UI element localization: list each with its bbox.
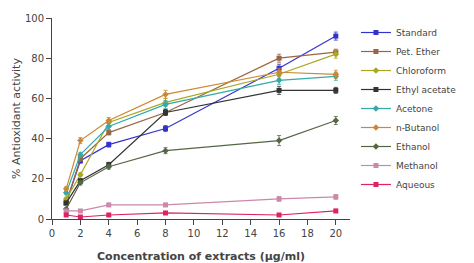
svg-text:100: 100 [25, 13, 44, 24]
svg-text:Concentration of extracts (μg/: Concentration of extracts (μg/ml) [97, 250, 305, 263]
svg-text:20: 20 [329, 228, 342, 239]
svg-text:20: 20 [31, 173, 44, 184]
svg-text:Ethanol: Ethanol [396, 142, 430, 152]
svg-text:0: 0 [49, 228, 55, 239]
svg-text:16: 16 [273, 228, 286, 239]
svg-text:8: 8 [162, 228, 168, 239]
svg-text:12: 12 [216, 228, 229, 239]
svg-text:Standard: Standard [396, 28, 437, 38]
svg-text:n-Butanol: n-Butanol [396, 123, 439, 133]
svg-text:Aqueous: Aqueous [396, 180, 435, 190]
svg-text:4: 4 [106, 228, 112, 239]
svg-text:40: 40 [31, 133, 44, 144]
svg-text:14: 14 [244, 228, 257, 239]
svg-text:2: 2 [77, 228, 83, 239]
svg-text:10: 10 [188, 228, 201, 239]
svg-text:% Antioxidant activity: % Antioxidant activity [10, 58, 23, 179]
svg-text:Ethyl acetate: Ethyl acetate [396, 85, 456, 95]
svg-text:18: 18 [301, 228, 314, 239]
svg-text:80: 80 [31, 53, 44, 64]
svg-text:Chloroform: Chloroform [396, 66, 446, 76]
svg-text:0: 0 [38, 214, 44, 225]
svg-text:6: 6 [134, 228, 140, 239]
svg-text:60: 60 [31, 93, 44, 104]
svg-text:Pet. Ether: Pet. Ether [396, 47, 440, 57]
svg-text:Methanol: Methanol [396, 161, 438, 171]
svg-text:Acetone: Acetone [396, 104, 433, 114]
